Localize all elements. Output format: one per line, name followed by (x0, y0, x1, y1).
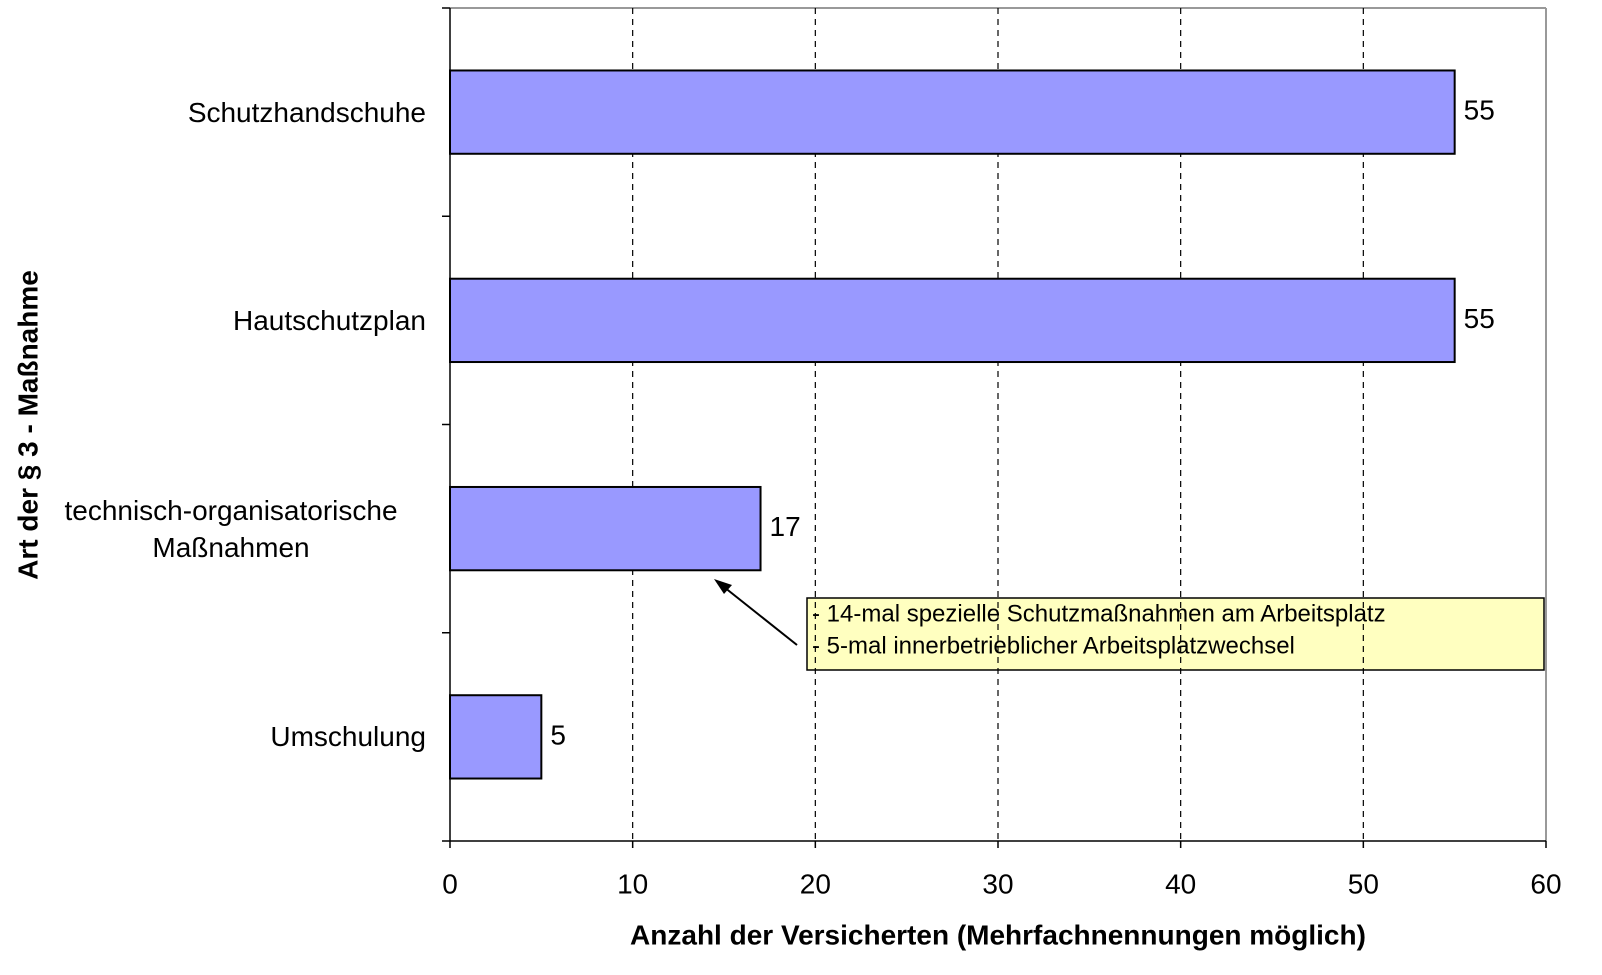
y-tick-label-box: Hautschutzplan (26, 270, 426, 370)
y-tick-label: technisch-organisatorische Maßnahmen (64, 494, 398, 563)
annotation-arrow (723, 586, 798, 646)
x-tick-label: 30 (982, 868, 1013, 899)
bar (449, 694, 543, 780)
annotation-text: - 5-mal innerbetrieblicher Arbeitsplatzw… (812, 632, 1295, 659)
y-tick-label-box: Schutzhandschuhe (26, 62, 426, 162)
annotation-box (806, 597, 1545, 671)
annotation-text: - 14-mal spezielle Schutzmaßnahmen am Ar… (812, 600, 1386, 627)
value-label: 55 (1464, 95, 1495, 126)
y-tick-label: Umschulung (270, 721, 426, 753)
y-tick-label: Hautschutzplan (232, 304, 426, 336)
bar (449, 485, 762, 572)
value-label: 17 (770, 511, 801, 542)
x-tick-label: 60 (1530, 868, 1561, 899)
y-tick-label: Schutzhandschuhe (187, 96, 426, 128)
x-tick-label: 40 (1165, 868, 1196, 899)
y-tick-label-box: technisch-organisatorische Maßnahmen (26, 479, 426, 579)
x-tick-label: 0 (442, 868, 458, 899)
y-tick-label-box: Umschulung (26, 687, 426, 787)
x-axis-title: Anzahl der Versicherten (Mehrfachnennung… (630, 919, 1366, 950)
annotation-arrowhead (714, 579, 732, 594)
bar (449, 69, 1456, 155)
bar (449, 277, 1456, 364)
value-label: 5 (550, 719, 566, 750)
x-tick-label: 10 (617, 868, 648, 899)
y-axis-title: Art der § 3 - Maßnahme (12, 270, 43, 580)
x-tick-label: 20 (800, 868, 831, 899)
x-tick-label: 50 (1348, 868, 1379, 899)
value-label: 55 (1464, 303, 1495, 334)
